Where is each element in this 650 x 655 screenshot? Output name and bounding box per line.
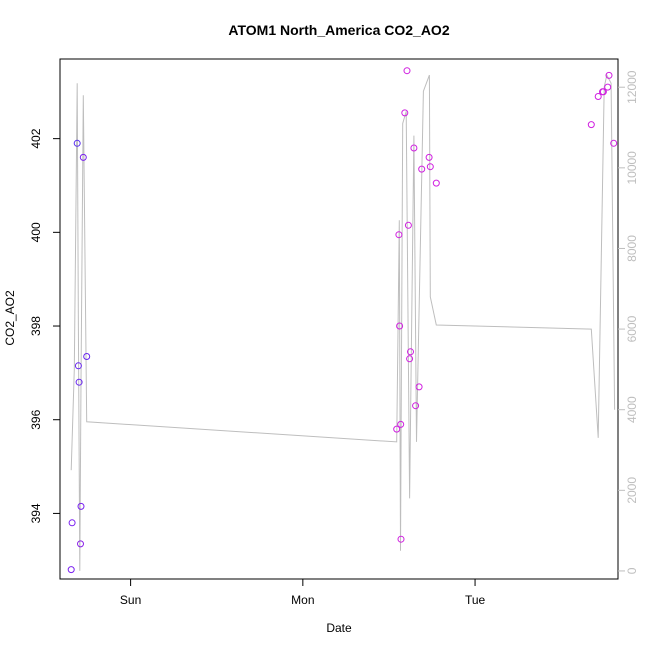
data-point <box>73 139 81 147</box>
data-point <box>397 420 405 428</box>
data-point <box>418 165 426 173</box>
data-point <box>396 322 404 330</box>
y-tick-label: 402 <box>29 128 43 148</box>
y-axis: 394 396 398 400 402 <box>29 128 60 523</box>
data-point <box>410 144 418 152</box>
data-point <box>610 139 618 147</box>
data-point <box>68 519 76 527</box>
series-line <box>70 73 616 571</box>
right-y-axis: 0 2000 4000 6000 8000 10000 12000 <box>618 70 639 574</box>
y2-tick-label: 2000 <box>625 477 639 504</box>
data-point <box>594 93 602 100</box>
chart-title: ATOM1 North_America CO2_AO2 <box>228 22 449 38</box>
plot-frame <box>59 58 619 580</box>
data-point <box>415 383 423 391</box>
data-point <box>432 179 440 187</box>
data-point <box>401 109 409 117</box>
y2-tick-label: 6000 <box>625 315 639 342</box>
data-point <box>587 121 595 129</box>
data-point <box>83 353 91 360</box>
data-point <box>74 362 82 370</box>
series-points-group <box>67 67 618 574</box>
data-point <box>395 231 403 239</box>
y2-tick-label: 4000 <box>625 396 639 423</box>
data-point <box>425 153 433 161</box>
y-tick-label: 400 <box>29 222 43 242</box>
y-tick-label: 398 <box>29 316 43 336</box>
data-point <box>77 502 85 510</box>
x-axis-label: Date <box>326 621 352 635</box>
data-point <box>426 163 434 171</box>
x-axis: Sun Mon Tue <box>120 579 486 607</box>
data-point <box>605 71 613 79</box>
data-point <box>77 540 84 548</box>
data-point <box>79 153 87 161</box>
data-point <box>407 348 414 356</box>
data-point <box>403 67 411 75</box>
y2-tick-label: 10000 <box>625 151 639 185</box>
data-point <box>412 402 420 410</box>
y2-tick-label: 12000 <box>625 70 639 104</box>
x-tick-label: Sun <box>120 593 141 607</box>
data-point <box>393 425 401 433</box>
data-point <box>406 355 414 363</box>
series-line-group <box>70 73 616 571</box>
y2-tick-label: 8000 <box>625 235 639 262</box>
x-tick-label: Mon <box>291 593 314 607</box>
data-point <box>404 221 412 229</box>
y-tick-label: 394 <box>29 503 43 523</box>
data-point <box>604 83 612 91</box>
y2-tick-label: 0 <box>625 567 639 574</box>
x-tick-label: Tue <box>465 593 486 607</box>
data-point <box>397 535 405 543</box>
data-point <box>67 566 75 574</box>
data-point <box>75 378 83 386</box>
y-tick-label: 396 <box>29 409 43 429</box>
y-axis-label: CO2_AO2 <box>3 290 17 346</box>
data-point <box>599 88 607 96</box>
